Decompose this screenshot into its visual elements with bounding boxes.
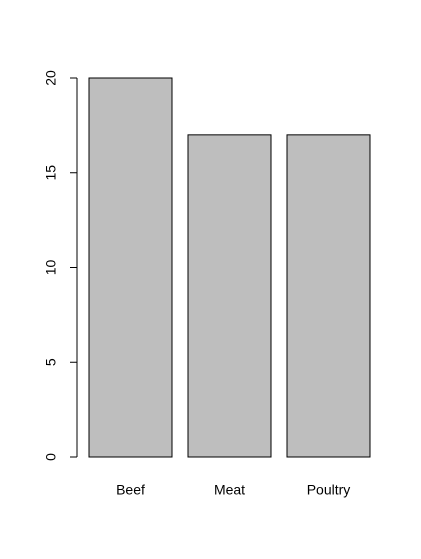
- y-tick-label: 10: [43, 260, 59, 276]
- y-tick-label: 0: [43, 453, 59, 461]
- y-tick-label: 15: [43, 165, 59, 181]
- x-tick-label: Beef: [116, 482, 145, 498]
- x-tick-label: Poultry: [307, 482, 351, 498]
- bar: [187, 134, 272, 458]
- y-tick-label: 20: [43, 70, 59, 86]
- bar: [88, 77, 173, 458]
- x-tick-label: Meat: [214, 482, 245, 498]
- y-tick-label: 5: [43, 358, 59, 366]
- bar: [286, 134, 371, 458]
